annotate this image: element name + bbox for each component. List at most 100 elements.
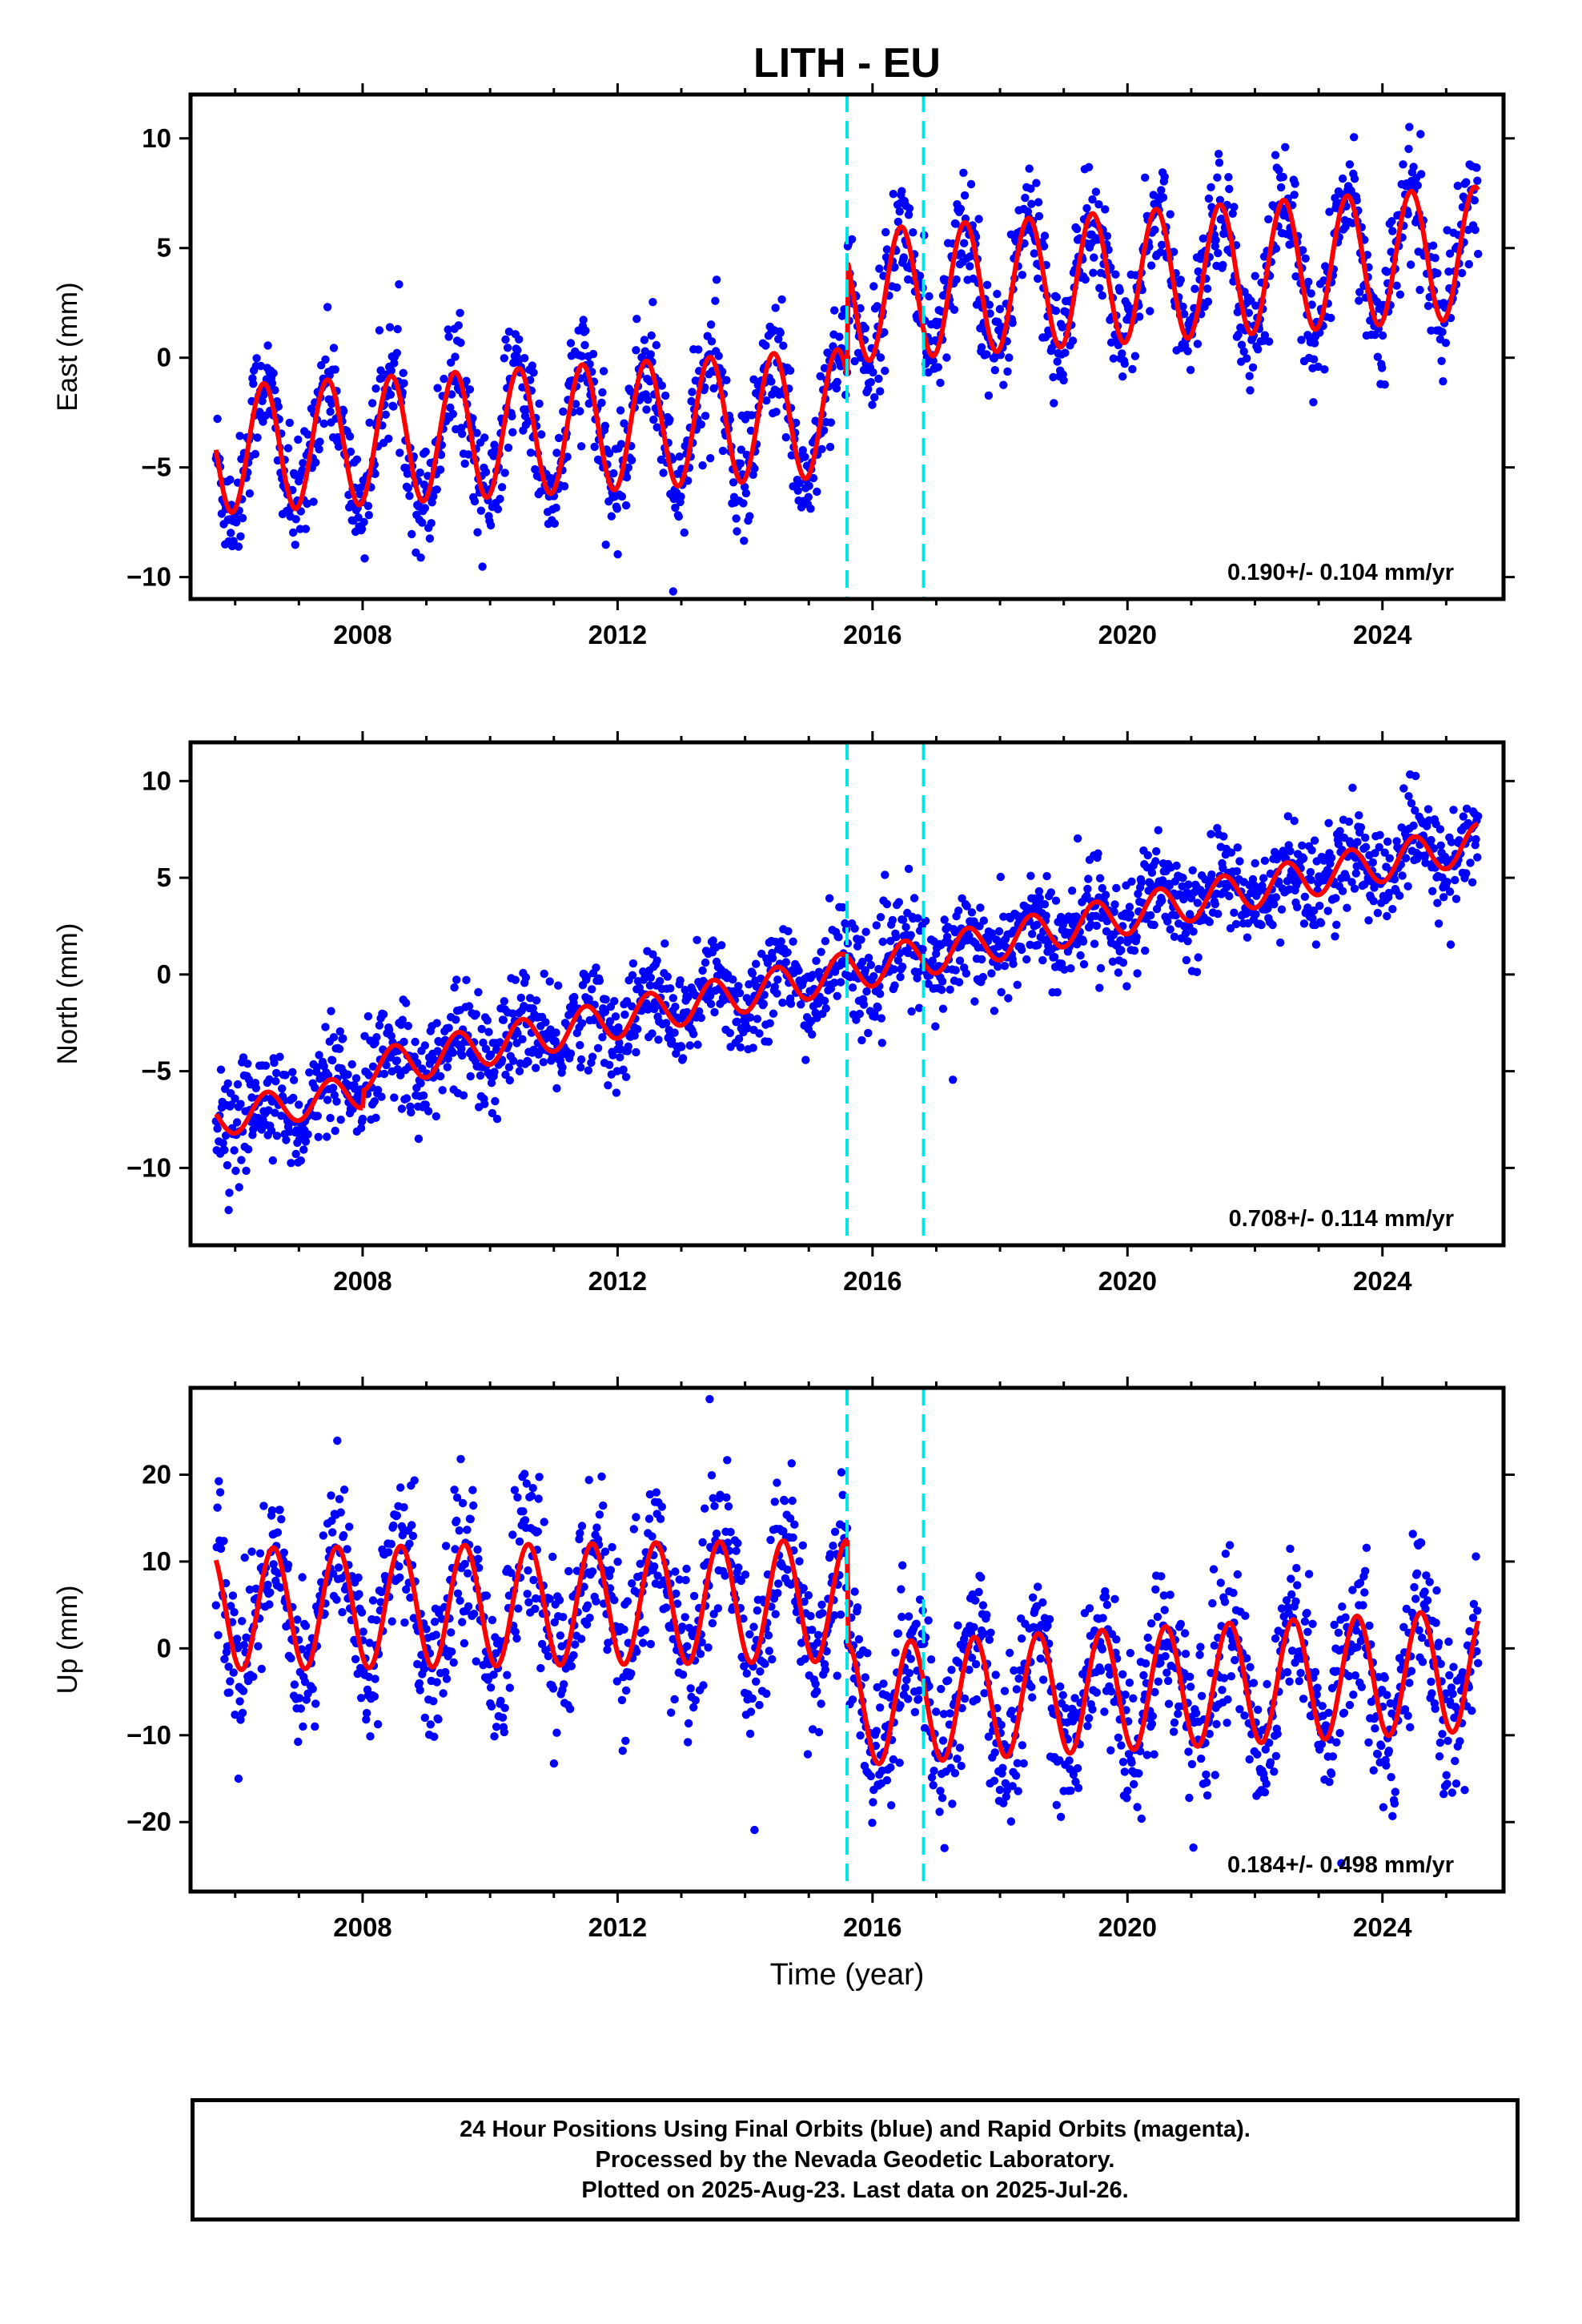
data-point — [644, 1514, 654, 1523]
data-point — [1053, 357, 1062, 366]
data-point — [1160, 172, 1169, 181]
data-point — [1027, 1683, 1036, 1691]
data-point — [921, 916, 930, 926]
data-point — [648, 298, 657, 307]
x-tick-label: 2016 — [843, 1266, 901, 1296]
data-point — [345, 1522, 354, 1531]
data-point — [565, 1704, 575, 1714]
data-point — [314, 1132, 323, 1142]
data-point — [329, 344, 339, 352]
data-point — [480, 1100, 489, 1108]
data-point — [1166, 925, 1174, 934]
data-point — [1114, 968, 1123, 977]
data-point — [869, 368, 877, 377]
data-point — [1449, 806, 1458, 814]
data-point — [1158, 896, 1166, 905]
data-point — [528, 361, 536, 370]
data-point — [1013, 1759, 1022, 1767]
data-point — [213, 1503, 222, 1512]
data-point — [819, 426, 829, 435]
data-point — [321, 355, 330, 364]
data-point — [368, 1062, 378, 1072]
data-point — [608, 1051, 617, 1059]
data-point — [1404, 144, 1413, 154]
data-point — [351, 1655, 360, 1663]
data-point — [1022, 955, 1031, 964]
data-point — [315, 444, 323, 454]
data-point — [451, 1545, 460, 1554]
data-point — [452, 1015, 460, 1024]
data-point — [510, 1486, 520, 1494]
data-point — [1307, 875, 1315, 885]
data-point — [856, 1731, 865, 1740]
data-point — [780, 1497, 789, 1506]
data-point — [753, 1015, 762, 1023]
data-point — [868, 1819, 877, 1827]
data-point — [876, 1703, 885, 1712]
data-point — [408, 1531, 418, 1541]
data-point — [808, 1030, 817, 1039]
data-point — [576, 1529, 584, 1538]
data-point — [571, 400, 580, 408]
data-point — [850, 1587, 859, 1596]
data-point — [416, 468, 424, 477]
data-point — [1314, 362, 1323, 372]
data-point — [993, 289, 1002, 299]
data-point — [1225, 891, 1234, 901]
data-point — [732, 514, 741, 523]
data-point — [1036, 1654, 1045, 1663]
data-point — [1053, 987, 1062, 997]
data-point — [671, 503, 680, 513]
data-point — [774, 390, 784, 399]
data-point — [276, 1583, 285, 1592]
data-point — [524, 1598, 533, 1607]
data-point — [508, 428, 517, 436]
data-point — [773, 1478, 781, 1487]
data-point — [1387, 247, 1395, 256]
data-point — [689, 1591, 699, 1601]
data-point — [472, 1010, 480, 1019]
data-point — [808, 1725, 817, 1734]
data-point — [1335, 826, 1344, 836]
data-point — [1116, 936, 1125, 945]
data-point — [817, 1699, 825, 1708]
data-point — [1084, 1714, 1094, 1723]
data-point — [1137, 878, 1146, 887]
data-point — [924, 1616, 933, 1625]
data-point — [771, 1610, 780, 1618]
data-point — [533, 1527, 542, 1536]
data-point — [1373, 908, 1383, 918]
data-point — [833, 1671, 841, 1680]
data-point — [689, 1703, 698, 1712]
data-point — [458, 1051, 467, 1060]
data-point — [315, 1051, 323, 1059]
data-point — [960, 191, 970, 200]
data-point — [1154, 826, 1163, 834]
data-point — [1039, 1675, 1048, 1684]
data-point — [268, 1156, 277, 1165]
data-point — [1028, 1593, 1038, 1602]
data-point — [354, 513, 363, 522]
data-point — [706, 454, 715, 463]
data-point — [215, 1488, 225, 1497]
data-point — [496, 494, 504, 504]
data-point — [632, 1047, 640, 1057]
data-point — [1248, 875, 1258, 884]
data-point — [622, 997, 632, 1006]
data-point — [457, 1044, 466, 1053]
data-point — [647, 331, 656, 340]
data-point — [1260, 856, 1270, 866]
data-point — [425, 534, 435, 543]
data-point — [813, 487, 821, 497]
data-point — [650, 1562, 659, 1571]
data-point — [1178, 882, 1186, 891]
data-point — [272, 1132, 282, 1140]
data-point — [460, 459, 469, 468]
data-point — [1143, 850, 1152, 860]
data-point — [1127, 877, 1136, 887]
data-point — [783, 948, 792, 957]
data-point — [387, 1031, 396, 1040]
data-point — [998, 1763, 1007, 1772]
